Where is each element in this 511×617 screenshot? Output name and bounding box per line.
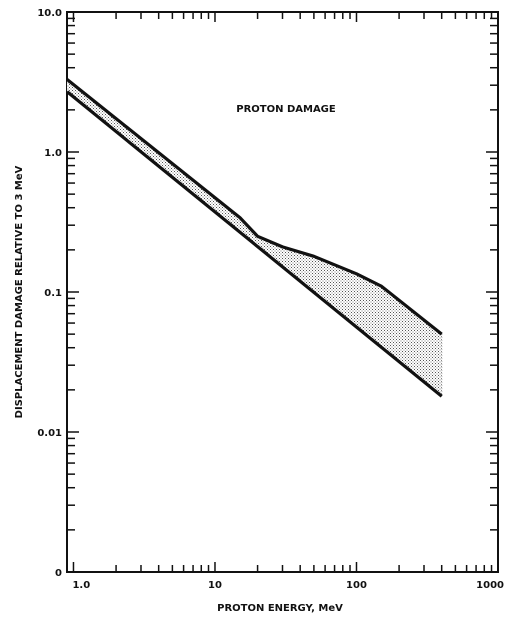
- y-axis-title: DISPLACEMENT DAMAGE RELATIVE TO 3 MeV: [14, 165, 25, 418]
- x-tick-label: 1000: [476, 580, 504, 591]
- damage-band-fill: [67, 79, 442, 397]
- x-tick-label: 10: [208, 580, 222, 591]
- x-tick-label: 100: [346, 580, 367, 591]
- lower-bound-line: [65, 90, 443, 398]
- y-tick-label: 10.0: [37, 8, 62, 19]
- y-tick-label: 0: [55, 568, 62, 579]
- x-axis-title: PROTON ENERGY, MeV: [217, 603, 343, 614]
- ticks: [67, 11, 499, 573]
- y-tick-label: 1.0: [44, 148, 62, 159]
- annotation-label: PROTON DAMAGE: [236, 104, 336, 115]
- tick-labels: 1.0 10 100 1000 0 0.01 0.1 1.0 10.0: [37, 8, 504, 591]
- x-tick-label: 1.0: [72, 580, 90, 591]
- y-tick-label: 0.1: [44, 288, 62, 299]
- y-tick-label: 0.01: [37, 428, 62, 439]
- upper-bound-line: [66, 78, 443, 336]
- plot-frame: [66, 11, 499, 573]
